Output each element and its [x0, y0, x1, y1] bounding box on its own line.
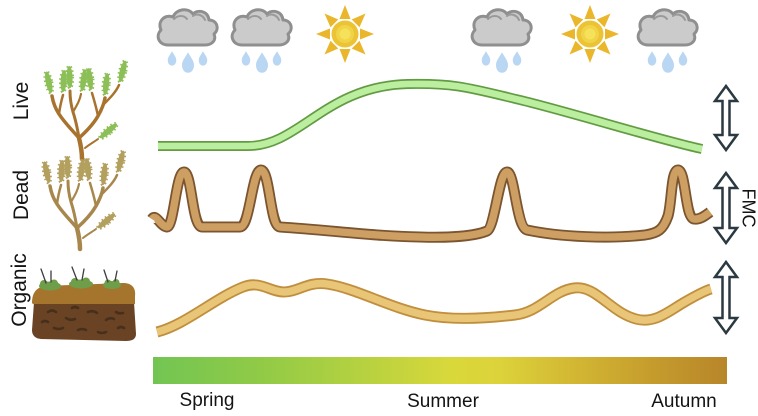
rain-cloud-icon: [470, 8, 533, 75]
fmc-axis-label: FMC: [738, 188, 758, 228]
sun-icon: [316, 5, 374, 63]
rain-cloud-icon: [156, 8, 219, 75]
season-label-summer: Summer: [407, 391, 479, 412]
dead-fmc-curve: [147, 164, 714, 243]
row-label-dead: Dead: [10, 169, 33, 221]
double-arrow-icon: [712, 170, 740, 246]
season-label-autumn: Autumn: [651, 391, 717, 412]
organic-fmc-curve: [155, 277, 713, 338]
organic-soil-illustration: [32, 266, 136, 341]
season-gradient-bar: [153, 357, 727, 384]
dead-shrub-illustration: [39, 148, 128, 252]
double-arrow-icon: [712, 83, 740, 153]
live-fmc-curve: [158, 78, 704, 154]
live-shrub-illustration: [41, 58, 130, 162]
rain-cloud-icon: [636, 8, 699, 75]
rain-cloud-icon: [230, 8, 293, 75]
row-label-organic: Organic: [8, 253, 31, 327]
sun-icon: [561, 5, 619, 63]
double-arrow-icon: [712, 259, 740, 336]
season-label-spring: Spring: [179, 390, 235, 411]
row-label-live: Live: [10, 81, 33, 121]
